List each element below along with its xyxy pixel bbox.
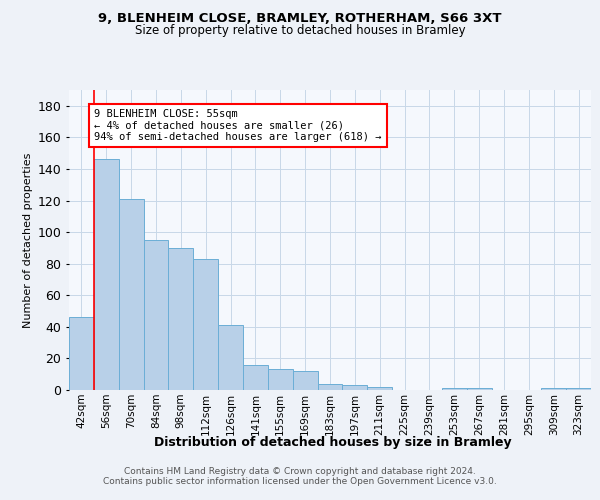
Bar: [119, 199, 143, 390]
Text: Contains public sector information licensed under the Open Government Licence v3: Contains public sector information licen…: [103, 477, 497, 486]
Bar: [268, 370, 293, 390]
Text: Size of property relative to detached houses in Bramley: Size of property relative to detached ho…: [134, 24, 466, 37]
Text: 9, BLENHEIM CLOSE, BRAMLEY, ROTHERHAM, S66 3XT: 9, BLENHEIM CLOSE, BRAMLEY, ROTHERHAM, S…: [98, 12, 502, 26]
Bar: [169, 248, 193, 390]
Bar: [243, 364, 268, 390]
Text: Distribution of detached houses by size in Bramley: Distribution of detached houses by size …: [154, 436, 512, 449]
Bar: [94, 160, 119, 390]
Bar: [442, 388, 467, 390]
Bar: [367, 387, 392, 390]
Bar: [317, 384, 343, 390]
Bar: [566, 388, 591, 390]
Bar: [343, 386, 367, 390]
Bar: [293, 371, 317, 390]
Y-axis label: Number of detached properties: Number of detached properties: [23, 152, 34, 328]
Bar: [541, 388, 566, 390]
Bar: [143, 240, 169, 390]
Text: Contains HM Land Registry data © Crown copyright and database right 2024.: Contains HM Land Registry data © Crown c…: [124, 467, 476, 476]
Bar: [69, 318, 94, 390]
Bar: [467, 388, 491, 390]
Bar: [193, 259, 218, 390]
Bar: [218, 326, 243, 390]
Text: 9 BLENHEIM CLOSE: 55sqm
← 4% of detached houses are smaller (26)
94% of semi-det: 9 BLENHEIM CLOSE: 55sqm ← 4% of detached…: [94, 109, 382, 142]
